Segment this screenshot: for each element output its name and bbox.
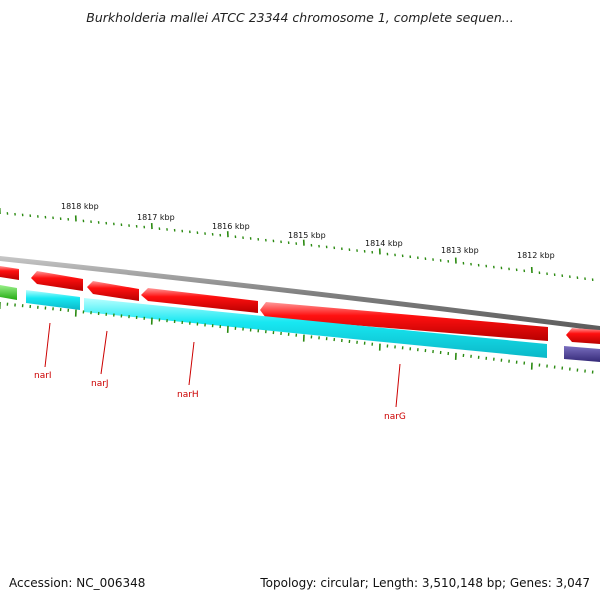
gene-arrow-forward[interactable] bbox=[0, 266, 19, 280]
forward-strand-features[interactable] bbox=[0, 266, 600, 344]
chromosome-backbone bbox=[0, 256, 600, 331]
scale-labels: 1818 kbp 1817 kbp 1816 kbp 1815 kbp 1814… bbox=[61, 202, 555, 260]
gene-labels: narI narJ narH narG bbox=[34, 322, 406, 422]
gene-arrow-forward[interactable] bbox=[566, 328, 600, 344]
inner-scale-ticks bbox=[0, 302, 594, 374]
gene-arrow-forward[interactable] bbox=[260, 302, 548, 341]
scale-label-1817: 1817 kbp bbox=[137, 213, 175, 222]
gene-arrow-forward[interactable] bbox=[31, 271, 83, 291]
scale-label-1816: 1816 kbp bbox=[212, 222, 250, 231]
scale-label-1812: 1812 kbp bbox=[517, 251, 555, 260]
scale-label-1818: 1818 kbp bbox=[61, 202, 99, 211]
map-title: Burkholderia mallei ATCC 23344 chromosom… bbox=[86, 10, 514, 25]
gene-label-narG[interactable]: narG bbox=[384, 412, 406, 422]
gene-arrow-reverse[interactable] bbox=[26, 290, 80, 310]
scale-label-1815: 1815 kbp bbox=[288, 231, 326, 240]
gene-label-narH[interactable]: narH bbox=[177, 390, 199, 400]
gene-arrow-purple[interactable] bbox=[564, 346, 600, 362]
narG-leader-line bbox=[395, 363, 401, 408]
accession-text: Accession: NC_006348 bbox=[9, 576, 146, 590]
scale-label-1814: 1814 kbp bbox=[365, 239, 403, 248]
gene-arrow-forward[interactable] bbox=[87, 281, 139, 301]
scale-label-1813: 1813 kbp bbox=[441, 246, 479, 255]
outer-scale-ticks bbox=[0, 207, 594, 281]
gene-arrow-reverse[interactable] bbox=[84, 298, 547, 358]
narJ-leader-line bbox=[100, 330, 108, 375]
narI-leader-line bbox=[44, 322, 51, 368]
narH-leader-line bbox=[188, 341, 195, 386]
gene-label-narJ[interactable]: narJ bbox=[91, 379, 109, 389]
gene-arrow-forward[interactable] bbox=[141, 288, 258, 313]
gene-arrow-green[interactable] bbox=[0, 285, 17, 300]
sequence-info-text: Topology: circular; Length: 3,510,148 bp… bbox=[260, 576, 590, 590]
reverse-strand-features[interactable] bbox=[0, 285, 600, 362]
gene-label-narI[interactable]: narI bbox=[34, 371, 52, 381]
